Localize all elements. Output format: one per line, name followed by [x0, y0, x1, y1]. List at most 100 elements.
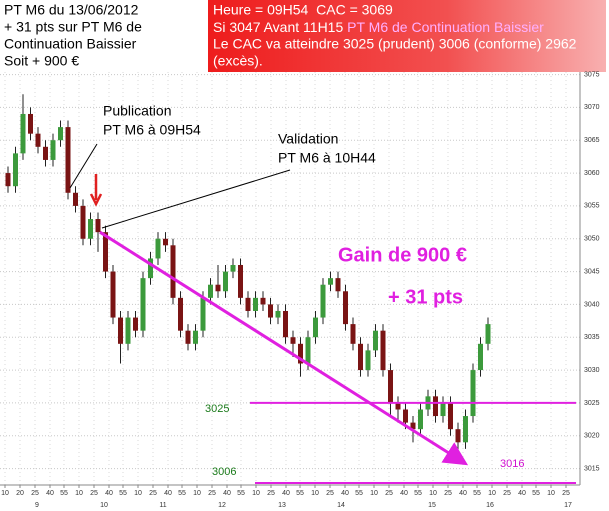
candle-body — [395, 402, 401, 410]
candle-body — [238, 265, 243, 298]
candle-body — [88, 219, 93, 239]
x-tick-label: 40 — [282, 490, 290, 497]
candle-body — [95, 219, 101, 233]
x-tick-label: 55 — [178, 490, 186, 497]
candle-body — [80, 205, 86, 239]
candle-body — [73, 192, 78, 206]
y-tick-label: 3065 — [584, 137, 600, 144]
x-tick-label: 10 — [370, 490, 378, 497]
candle-body — [320, 284, 326, 318]
y-tick-label: 3045 — [584, 268, 600, 275]
candle-body — [185, 330, 191, 344]
x-tick-label: 55 — [60, 490, 68, 497]
candle-body — [208, 284, 213, 298]
candle-body — [223, 271, 228, 292]
hour-label: 11 — [159, 502, 166, 509]
candle-body — [268, 304, 273, 318]
candle-body — [118, 317, 123, 344]
candle-body — [163, 238, 168, 246]
x-tick-label: 25 — [503, 490, 511, 497]
x-tick-label: 25 — [385, 490, 393, 497]
x-tick-label: 10 — [252, 490, 260, 497]
y-tick-label: 3020 — [584, 433, 600, 440]
validation-label: PT M6 à 10H44 — [278, 150, 376, 166]
header-left: Continuation Baissier — [4, 36, 137, 52]
x-tick-label: 10 — [488, 490, 496, 497]
candle-body — [305, 337, 311, 364]
header-left: Soit + 900 € — [4, 53, 79, 69]
x-tick-label: 10 — [1, 490, 9, 497]
candle-body — [328, 278, 333, 285]
hour-label: 17 — [564, 502, 572, 509]
x-tick-label: 40 — [400, 490, 408, 497]
trend-line — [99, 230, 469, 466]
candle-body — [65, 127, 71, 193]
candle-body — [478, 343, 483, 371]
x-tick-label: 40 — [459, 490, 467, 497]
x-tick-label: 20 — [16, 490, 24, 497]
candle-body — [20, 113, 26, 154]
candle-body — [275, 310, 281, 318]
candle-body — [335, 278, 341, 292]
pointer — [101, 169, 291, 229]
header-left-box — [0, 0, 205, 72]
candle-body — [230, 265, 236, 272]
candle-body — [35, 133, 41, 147]
y-tick-label: 3035 — [584, 334, 600, 341]
points-label: + 31 pts — [388, 286, 463, 308]
x-tick-label: 25 — [90, 490, 98, 497]
candle-body — [5, 173, 11, 187]
header-left: PT M6 du 13/06/2012 — [4, 2, 139, 18]
x-tick-label: 10 — [193, 490, 201, 497]
hour-label: 15 — [428, 502, 436, 509]
candle-body — [260, 297, 266, 305]
level-label: 3025 — [205, 403, 229, 415]
candle-body — [148, 258, 153, 279]
x-tick-label: 10 — [75, 490, 83, 497]
x-tick-label: 25 — [267, 490, 275, 497]
x-tick-label: 40 — [46, 490, 54, 497]
candle-body — [155, 238, 161, 259]
y-tick-label: 3030 — [584, 367, 600, 374]
y-tick-label: 3040 — [584, 301, 600, 308]
publication-label: Publication — [103, 103, 172, 119]
candle-body — [470, 370, 476, 417]
hour-label: 16 — [486, 502, 494, 509]
validation-label: Validation — [278, 131, 338, 147]
x-tick-label: 25 — [208, 490, 216, 497]
candle-body — [358, 343, 363, 371]
header-left: + 31 pts sur PT M6 de — [4, 19, 142, 35]
x-tick-label: 55 — [532, 490, 540, 497]
candle-body — [448, 402, 453, 430]
hour-label: 14 — [337, 502, 345, 509]
candle-body — [125, 317, 131, 344]
hour-label: 13 — [278, 502, 286, 509]
x-tick-label: 55 — [355, 490, 363, 497]
candle-body — [110, 271, 116, 318]
y-tick-label: 3060 — [584, 170, 600, 177]
candle-body — [403, 409, 408, 423]
gain-label: Gain de 900 € — [338, 244, 467, 266]
x-tick-label: 40 — [223, 490, 231, 497]
publication-label: PT M6 à 09H54 — [103, 122, 201, 138]
pointer — [69, 143, 98, 189]
candle-body — [13, 153, 18, 187]
candle-body — [433, 396, 438, 417]
candle-body — [410, 422, 416, 430]
hour-label: 12 — [218, 502, 226, 509]
y-tick-label: 3075 — [584, 71, 600, 78]
candle-body — [343, 291, 348, 325]
candle-body — [485, 324, 491, 344]
x-tick-label: 55 — [414, 490, 422, 497]
candle-body — [290, 337, 296, 344]
x-tick-label: 55 — [237, 490, 245, 497]
candle-body — [170, 245, 176, 298]
candle-body — [440, 402, 446, 417]
x-tick-label: 40 — [105, 490, 113, 497]
trend-end-label: 3016 — [500, 458, 524, 470]
y-tick-label: 3050 — [584, 236, 600, 243]
x-tick-label: 25 — [149, 490, 157, 497]
candle-body — [215, 284, 221, 292]
